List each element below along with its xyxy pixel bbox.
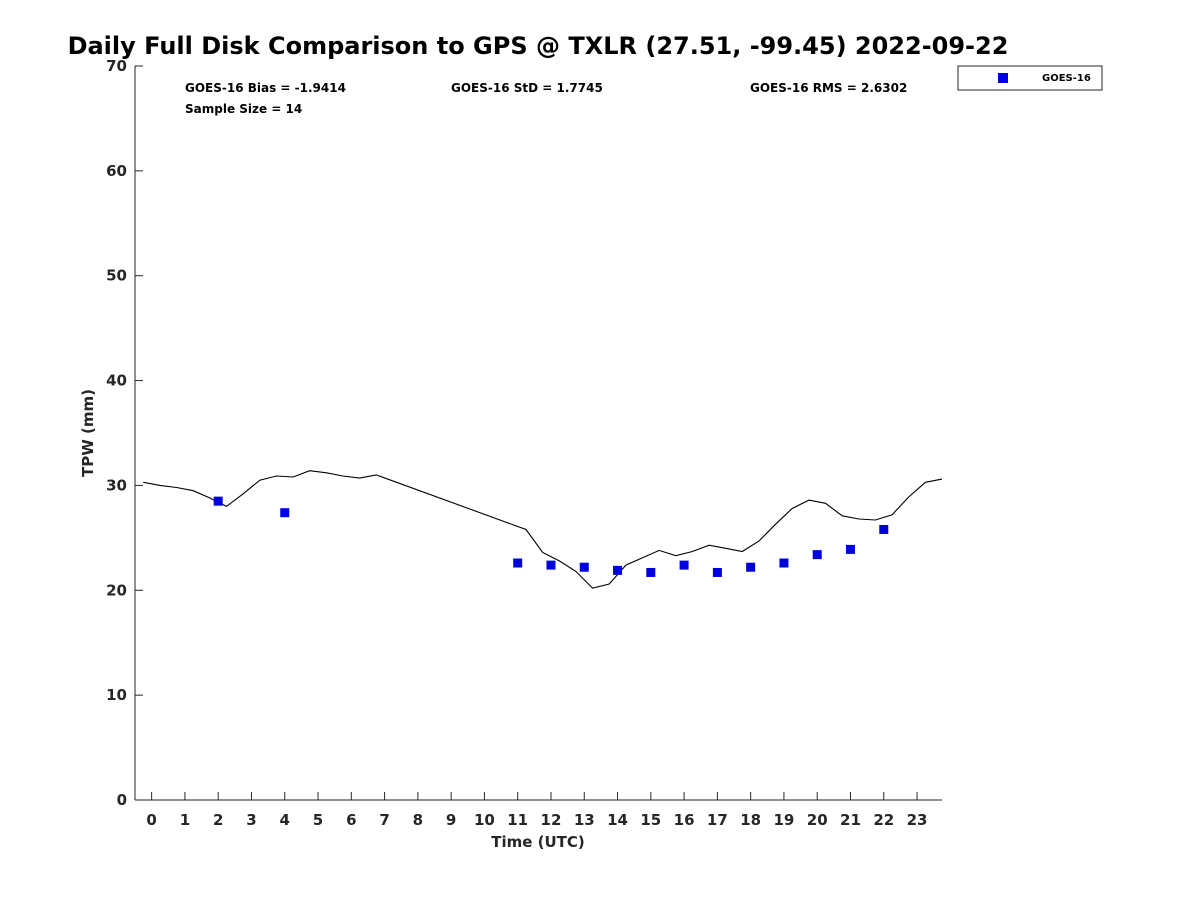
x-tick-label: 19 bbox=[773, 811, 794, 829]
goes16-point bbox=[613, 565, 623, 575]
x-tick-label: 6 bbox=[346, 811, 356, 829]
y-tick-label: 70 bbox=[106, 57, 127, 75]
stat-bias: GOES-16 Bias = -1.9414 bbox=[185, 81, 346, 95]
goes16-markers bbox=[213, 496, 889, 577]
goes16-point bbox=[280, 508, 290, 518]
y-tick-label: 50 bbox=[106, 267, 127, 285]
x-tick-label: 4 bbox=[280, 811, 290, 829]
y-tick-label: 0 bbox=[117, 791, 127, 809]
x-tick-label: 9 bbox=[446, 811, 456, 829]
goes16-point bbox=[779, 558, 789, 568]
x-tick-label: 3 bbox=[246, 811, 256, 829]
y-tick-label: 40 bbox=[106, 372, 127, 390]
x-tick-label: 2 bbox=[213, 811, 223, 829]
x-tick-label: 1 bbox=[180, 811, 190, 829]
x-tick-label: 7 bbox=[379, 811, 389, 829]
x-axis-label: Time (UTC) bbox=[491, 833, 585, 851]
legend-label-goes16: GOES-16 bbox=[1042, 73, 1091, 84]
goes16-point bbox=[712, 567, 722, 577]
goes16-point bbox=[213, 496, 223, 506]
y-tick-label: 10 bbox=[106, 686, 127, 704]
x-tick-label: 15 bbox=[640, 811, 661, 829]
x-ticks: 0 1 2 3 4 5 6 7 8 9 10 11 12 13 14 15 16 17 18 19 20 21 22 23 bbox=[146, 792, 927, 829]
goes16-point bbox=[546, 560, 556, 570]
y-tick-label: 20 bbox=[106, 581, 127, 599]
x-tick-label: 14 bbox=[607, 811, 628, 829]
goes16-point bbox=[845, 544, 855, 554]
x-tick-label: 0 bbox=[146, 811, 156, 829]
gps-line bbox=[143, 470, 943, 589]
y-tick-label: 60 bbox=[106, 162, 127, 180]
legend: GOES-16 bbox=[957, 65, 1103, 91]
x-tick-label: 21 bbox=[840, 811, 861, 829]
chart-title: Daily Full Disk Comparison to GPS @ TXLR… bbox=[68, 32, 1009, 60]
x-tick-label: 13 bbox=[574, 811, 595, 829]
goes16-point bbox=[746, 562, 756, 572]
x-tick-label: 22 bbox=[873, 811, 894, 829]
stat-sample-size: Sample Size = 14 bbox=[185, 102, 302, 116]
stat-std: GOES-16 StD = 1.7745 bbox=[451, 81, 603, 95]
x-tick-label: 11 bbox=[507, 811, 528, 829]
y-axis-label: TPW (mm) bbox=[79, 389, 97, 477]
x-tick-label: 18 bbox=[740, 811, 761, 829]
x-tick-label: 8 bbox=[413, 811, 423, 829]
legend-box bbox=[957, 65, 1103, 91]
legend-marker bbox=[998, 73, 1008, 83]
goes16-point bbox=[679, 560, 689, 570]
x-tick-label: 5 bbox=[313, 811, 323, 829]
x-tick-label: 16 bbox=[674, 811, 695, 829]
y-tick-label: 30 bbox=[106, 476, 127, 494]
x-tick-label: 23 bbox=[907, 811, 928, 829]
goes16-point bbox=[646, 567, 656, 577]
goes16-point bbox=[513, 558, 523, 568]
goes16-point bbox=[579, 562, 589, 572]
stat-rms: GOES-16 RMS = 2.6302 bbox=[750, 81, 907, 95]
y-ticks: 0 10 20 30 40 50 60 70 bbox=[106, 57, 143, 809]
goes16-point bbox=[879, 524, 889, 534]
goes16-point bbox=[812, 550, 822, 560]
x-tick-label: 10 bbox=[474, 811, 495, 829]
x-tick-label: 17 bbox=[707, 811, 728, 829]
x-tick-label: 20 bbox=[807, 811, 828, 829]
x-tick-label: 12 bbox=[541, 811, 562, 829]
